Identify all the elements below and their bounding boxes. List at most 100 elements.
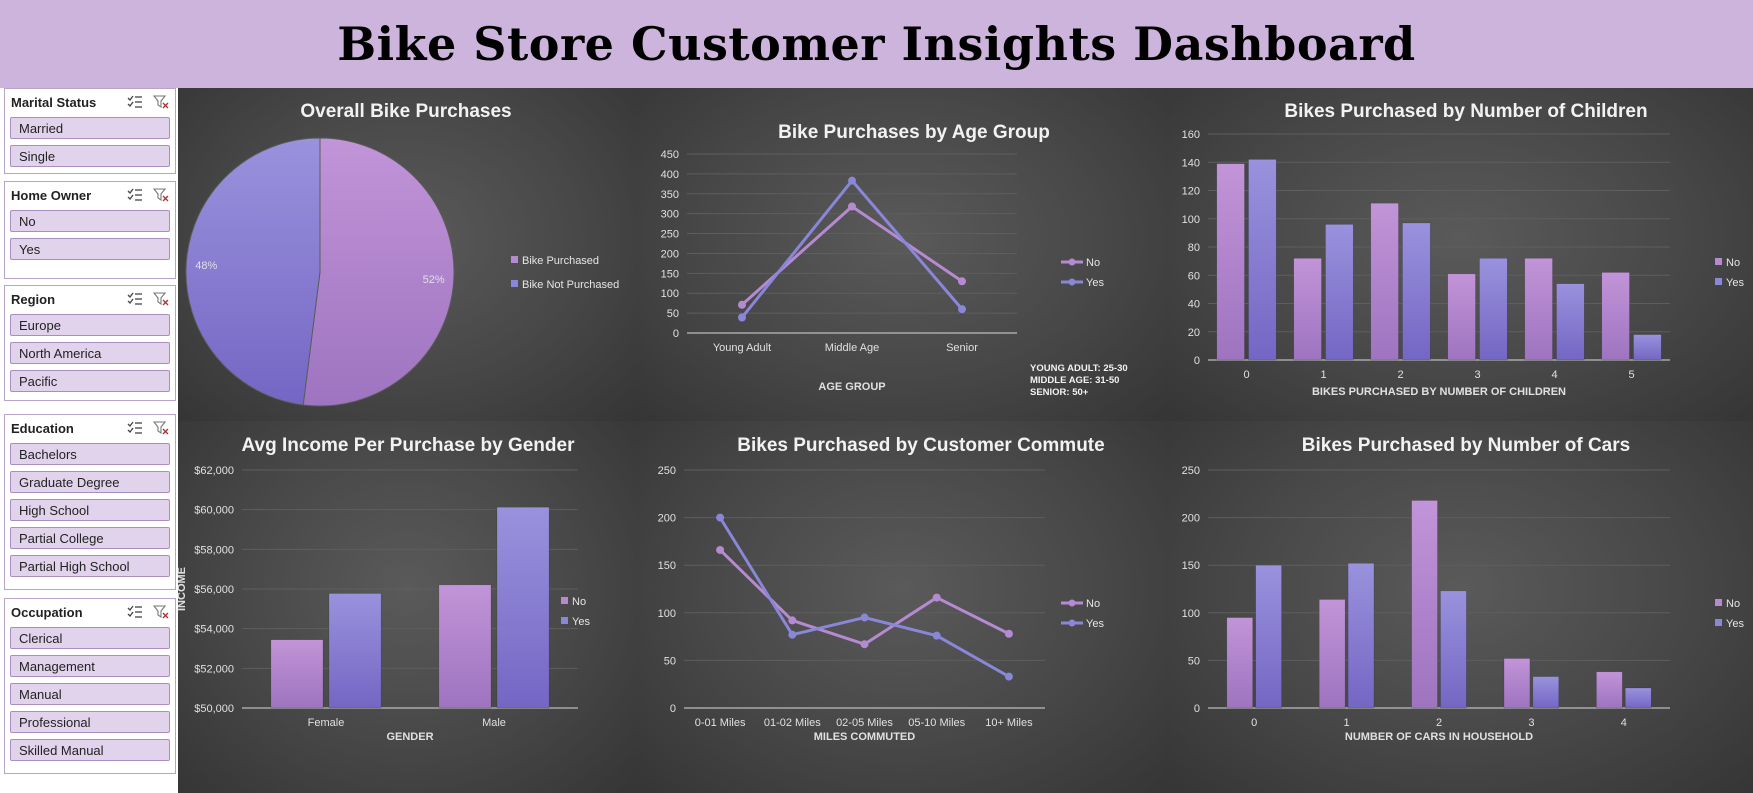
legend-swatch (1715, 599, 1722, 606)
x-tick-label: Middle Age (825, 342, 879, 354)
x-tick-label: 0 (1243, 369, 1249, 381)
legend-marker (1068, 278, 1076, 286)
bar-yes (1347, 563, 1375, 709)
bar-no (1411, 500, 1438, 709)
series-line-no (741, 205, 963, 306)
slicer-header: Region (5, 286, 175, 312)
bar-no (1318, 599, 1346, 709)
multi-select-icon[interactable] (127, 421, 143, 435)
slicer-item[interactable]: Europe (10, 314, 170, 336)
multi-select-icon[interactable] (127, 95, 143, 109)
legend-label: Yes (1726, 277, 1744, 289)
y-tick-label: $54,000 (194, 624, 234, 636)
y-tick-label: 100 (661, 288, 679, 300)
slicer-title: Region (11, 291, 56, 307)
x-tick-label: 4 (1551, 369, 1557, 381)
x-tick-label: 0-01 Miles (695, 717, 746, 729)
x-tick-label: 01-02 Miles (764, 717, 821, 729)
chart-bikes-by-commute: Bikes Purchased by Customer Commute 0 50 10… (637, 421, 1168, 793)
y-tick-label: 100 (1182, 214, 1200, 226)
y-tick-label: 450 (661, 149, 679, 161)
slicer-education: Education Bachelors Graduate Degree High Sc… (4, 414, 176, 590)
y-tick-label: 120 (1182, 186, 1200, 198)
x-tick-label: 3 (1528, 717, 1534, 729)
slicer-marital-status: Marital Status Married Single (4, 88, 176, 174)
slicer-item[interactable]: Partial High School (10, 555, 170, 577)
chart-avg-income-by-gender: Avg Income Per Purchase by Gender $50,000… (178, 421, 637, 793)
slicer-item[interactable]: Professional (10, 711, 170, 733)
bar-yes (1479, 258, 1508, 361)
legend-marker (1068, 258, 1076, 266)
slicer-item[interactable]: High School (10, 499, 170, 521)
slicer-item[interactable]: Skilled Manual (10, 739, 170, 761)
clear-filter-icon[interactable] (153, 188, 169, 202)
y-tick-label: $62,000 (194, 465, 234, 477)
slicer-item[interactable]: Yes (10, 238, 170, 260)
y-tick-label: 200 (1182, 513, 1200, 525)
legend-swatch (561, 597, 568, 604)
y-tick-label: 200 (661, 248, 679, 260)
y-tick-label: 60 (1188, 270, 1200, 282)
bar-yes (1402, 222, 1431, 361)
age-group-note: MIDDLE AGE: 31-50 (1030, 375, 1119, 386)
slicer-item[interactable]: Partial College (10, 527, 170, 549)
title-bar: Bike Store Customer Insights Dashboard (0, 0, 1753, 88)
clear-filter-icon[interactable] (153, 95, 169, 109)
slicer-item[interactable]: Manual (10, 683, 170, 705)
bar-no (1226, 617, 1253, 709)
chart-bikes-by-number-of-children: Bikes Purchased by Number of Children 0 20… (1168, 88, 1753, 421)
clear-filter-icon[interactable] (153, 605, 169, 619)
bar-no (1370, 202, 1399, 361)
y-tick-label: 250 (1182, 465, 1200, 477)
bar-yes (1248, 159, 1277, 361)
data-point-yes (1004, 672, 1013, 681)
multi-select-icon[interactable] (127, 188, 143, 202)
slicer-header: Marital Status (5, 89, 175, 115)
y-tick-label: 100 (658, 608, 676, 620)
y-tick-label: 0 (673, 328, 679, 340)
slicer-item[interactable]: Married (10, 117, 170, 139)
legend-label: No (1086, 257, 1100, 269)
multi-select-icon[interactable] (127, 605, 143, 619)
x-tick-label: Young Adult (713, 342, 771, 354)
data-point-no (738, 300, 746, 309)
y-axis-title: INCOME (178, 567, 188, 611)
clear-filter-icon[interactable] (153, 292, 169, 306)
chart-title: Bikes Purchased by Number of Cars (1302, 435, 1630, 456)
chart-bike-purchases-by-age-group: Bike Purchases by Age Group 0 50 100 150 200 2… (637, 88, 1168, 421)
legend-label: Yes (1086, 618, 1104, 630)
slicer-item[interactable]: No (10, 210, 170, 232)
x-axis-title: MILES COMMUTED (814, 731, 915, 743)
bar-yes (1633, 334, 1662, 361)
slicer-item[interactable]: Clerical (10, 627, 170, 649)
bar-no (1503, 658, 1531, 709)
x-tick-label: Female (308, 717, 345, 729)
bar-no (1447, 273, 1476, 361)
chart-overall-bike-purchases: Overall Bike Purchases 52% 48% Bike Purchas… (178, 88, 637, 421)
slicer-item[interactable]: Graduate Degree (10, 471, 170, 493)
y-tick-label: 160 (1182, 129, 1200, 141)
x-tick-label: 02-05 Miles (836, 717, 893, 729)
x-tick-label: 2 (1436, 717, 1442, 729)
slicer-item[interactable]: Pacific (10, 370, 170, 392)
data-point-no (932, 593, 941, 602)
chart-svg: Avg Income Per Purchase by Gender $50,000… (178, 435, 590, 743)
legend-swatch (1715, 258, 1722, 265)
bar-no (1293, 258, 1322, 361)
slicer-item[interactable]: Management (10, 655, 170, 677)
slicer-region: Region Europe North America Pacific (4, 285, 176, 401)
legend-swatch (561, 617, 568, 624)
data-point-no (788, 616, 797, 625)
bar-no (1216, 163, 1245, 361)
chart-svg: Bikes Purchased by Number of Children020… (1182, 101, 1745, 398)
y-tick-label: 50 (664, 655, 676, 667)
series-line-no (719, 548, 1010, 646)
clear-filter-icon[interactable] (153, 421, 169, 435)
y-tick-label: 40 (1188, 299, 1200, 311)
slicer-item[interactable]: Bachelors (10, 443, 170, 465)
pie-data-label: 52% (423, 274, 445, 286)
multi-select-icon[interactable] (127, 292, 143, 306)
slicer-item[interactable]: North America (10, 342, 170, 364)
slicer-item[interactable]: Single (10, 145, 170, 167)
data-point-yes (848, 176, 856, 185)
